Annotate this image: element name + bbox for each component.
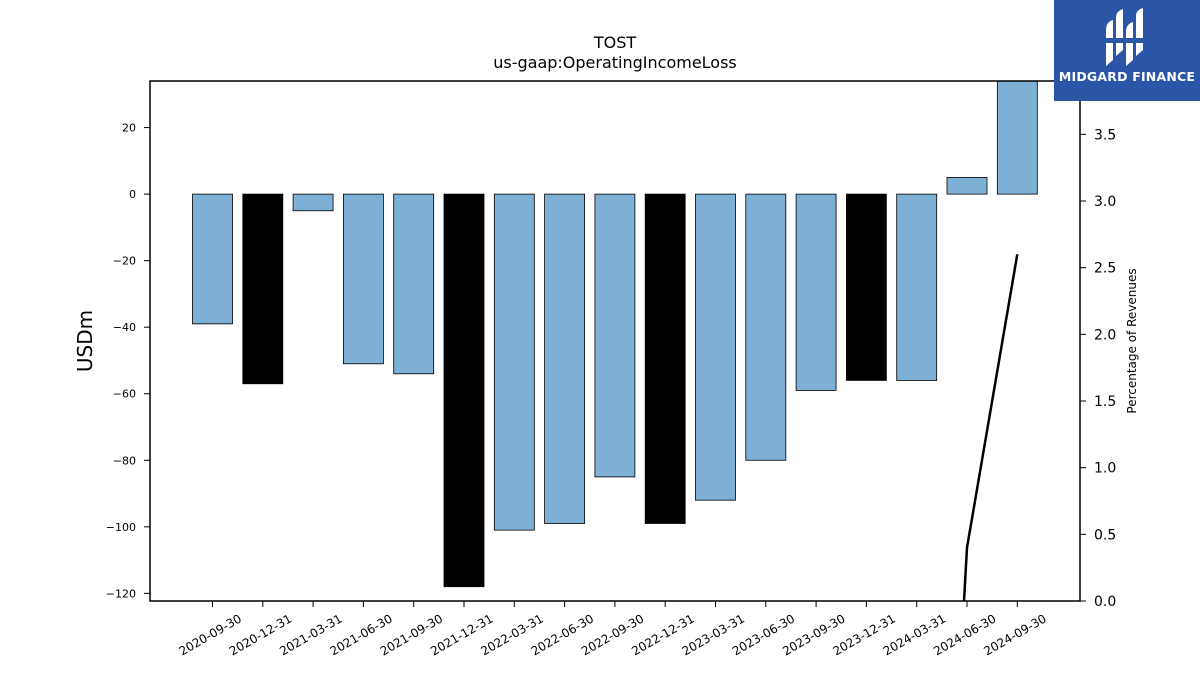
y2-tick-label: 0.5 [1094,527,1116,543]
y2-tick-label: 2.5 [1094,261,1116,277]
y2-tick-label: 3.5 [1094,127,1116,143]
y-tick-label: −100 [106,521,136,534]
bars-layer [192,81,1038,588]
y2-tick-label: 2.0 [1094,327,1116,343]
bar-2020-12-31 [242,193,284,385]
y-tick-label: 20 [122,122,136,135]
y2-tick-label: 0.0 [1094,594,1116,610]
y-tick-label: −20 [113,255,136,268]
bar-2021-12-31 [443,193,485,588]
y2-tick-label: 3.0 [1094,194,1116,210]
bar-2022-12-31 [644,193,686,524]
bar-2023-03-31 [695,193,736,501]
y-tick-label: 0 [129,188,136,201]
bar-2023-12-31 [846,193,887,381]
chart-subtitle: us-gaap:OperatingIncomeLoss [493,53,737,72]
y-tick-label: −60 [113,388,136,401]
bar-2022-03-31 [493,193,535,531]
y2-tick-label: 1.5 [1094,394,1116,410]
y-tick-label: −40 [113,321,136,334]
y-axis-label: USDm [73,310,97,372]
bar-2022-09-30 [594,193,636,478]
bar-2021-03-31 [292,193,334,212]
y-tick-label: −120 [106,587,136,600]
logo-text: MIDGARD FINANCE [1058,69,1196,84]
midgard-finance-logo: MIDGARD FINANCE [1054,0,1200,101]
bar-2021-09-30 [393,193,435,375]
bar-2024-03-31 [896,193,938,381]
bar-2024-06-30 [946,177,988,195]
bar-2021-06-30 [342,193,384,365]
y-tick-label: −80 [113,454,136,467]
percentage-line [962,254,1019,601]
bar-2023-06-30 [745,193,787,461]
bar-2022-06-30 [544,193,585,524]
line-layer [962,254,1019,601]
bar-2024-09-30 [996,81,1038,195]
bar-2020-09-30 [192,193,233,325]
y2-tick-label: 1.0 [1094,461,1116,477]
midgard-logo-icon [1106,8,1143,66]
bar-2023-09-30 [795,193,837,391]
y2-axis-label: Percentage of Revenues [1125,268,1139,413]
chart-title: TOST [593,33,637,52]
